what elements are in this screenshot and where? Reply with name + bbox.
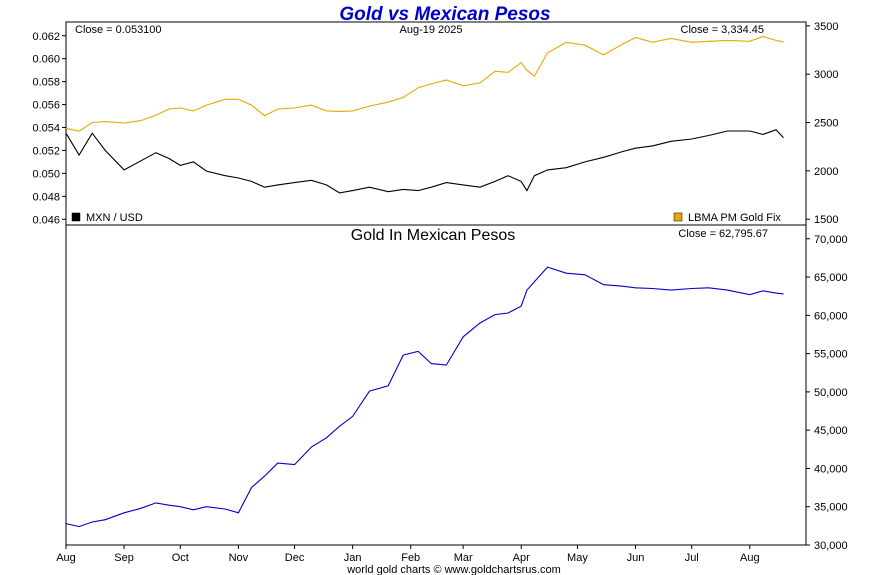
bottom-panel-frame: [65, 224, 807, 546]
x-tick-label: Apr: [513, 552, 530, 564]
bottom-right-tick-label: 40,000: [814, 463, 848, 475]
bottom-right-tick-label: 45,000: [814, 425, 848, 437]
x-tick-label: Jun: [627, 552, 645, 564]
series-line-gold-usd: [65, 35, 784, 132]
top-left-tick-label: 0.050: [32, 168, 60, 180]
series-line-gold-mxn: [65, 266, 784, 528]
top-left-tick-label: 0.060: [32, 54, 60, 66]
x-tick-label: Feb: [401, 552, 420, 564]
x-tick-label: Sep: [114, 552, 134, 564]
top-left-tick-label: 0.056: [32, 100, 60, 112]
x-tick-label: Aug: [56, 552, 76, 564]
top-left-tick-label: 0.048: [32, 191, 60, 203]
top-right-axis: 1500 2000 2500 3000 3500: [806, 21, 838, 226]
top-right-tick-label: 3500: [814, 21, 838, 33]
legend-swatch-mxn-usd: [71, 212, 81, 222]
x-tick-label: Dec: [285, 552, 305, 564]
legend-label-gold-usd: LBMA PM Gold Fix: [688, 212, 781, 224]
x-tick-label: Aug: [740, 552, 760, 564]
bottom-right-tick-label: 30,000: [814, 540, 848, 552]
top-date-label: Aug-19 2025: [400, 24, 463, 36]
top-right-tick-label: 2500: [814, 118, 838, 130]
series-line-mxn-usd: [65, 129, 784, 194]
legend-swatch-gold-usd: [673, 212, 683, 222]
bottom-right-tick-label: 65,000: [814, 272, 848, 284]
top-right-tick-label: 2000: [814, 166, 838, 178]
x-tick-label: Nov: [229, 552, 249, 564]
top-left-axis: 0.046 0.048 0.050 0.052 0.054 0.056 0.058 0.060…: [32, 31, 66, 226]
bottom-right-tick-label: 55,000: [814, 349, 848, 361]
x-axis: Aug Sep Oct Nov Dec Jan Feb Mar Apr May Jun Jul Aug: [56, 545, 760, 564]
bottom-right-tick-label: 70,000: [814, 234, 848, 246]
gold-usd-close-label: Close = 3,334.45: [681, 24, 764, 36]
top-left-tick-label: 0.062: [32, 31, 60, 43]
top-left-tick-label: 0.054: [32, 123, 60, 135]
chart-title: Gold vs Mexican Pesos: [339, 4, 550, 25]
top-left-tick-label: 0.052: [32, 145, 60, 157]
x-tick-label: Oct: [172, 552, 189, 564]
top-right-tick-label: 3000: [814, 69, 838, 81]
top-left-tick-label: 0.046: [32, 214, 60, 226]
bottom-right-tick-label: 60,000: [814, 310, 848, 322]
x-tick-label: May: [567, 552, 588, 564]
x-tick-label: Mar: [454, 552, 473, 564]
x-tick-label: Jan: [344, 552, 362, 564]
x-tick-label: Jul: [685, 552, 699, 564]
legend-label-mxn-usd: MXN / USD: [86, 212, 143, 224]
mxn-close-label: Close = 0.053100: [75, 24, 162, 36]
top-left-tick-label: 0.058: [32, 77, 60, 89]
bottom-right-tick-label: 35,000: [814, 502, 848, 514]
bottom-right-axis: 30,000 35,000 40,000 45,000 50,000 55,000 60,0…: [806, 234, 848, 552]
top-right-tick-label: 1500: [814, 214, 838, 226]
gold-mxn-close-label: Close = 62,795.67: [678, 228, 768, 240]
bottom-panel-title: Gold In Mexican Pesos: [351, 227, 516, 244]
bottom-right-tick-label: 50,000: [814, 387, 848, 399]
footer-credit: world gold charts © www.goldchartsrus.co…: [346, 564, 561, 575]
